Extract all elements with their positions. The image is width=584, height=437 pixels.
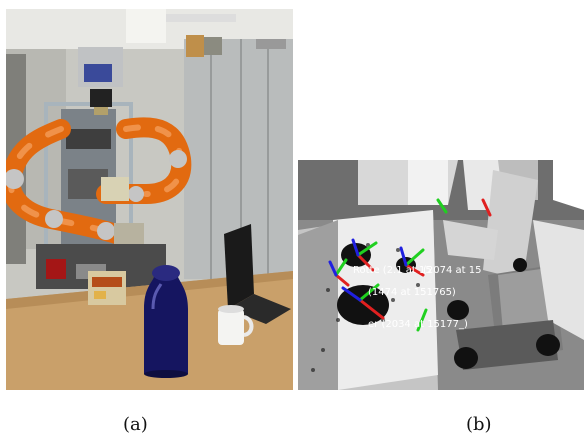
object-label-4: er (2034 at 15177_) bbox=[368, 319, 468, 330]
caption-b: (b) bbox=[466, 414, 492, 435]
robot-photo bbox=[6, 9, 293, 390]
object-label-3: (1474 at 151765) bbox=[368, 287, 456, 298]
robot-scene-illustration bbox=[6, 9, 293, 390]
visualization-render: (2074 at 15 Rotte (2.1 at 15 (1474 at 15… bbox=[298, 160, 584, 390]
object-label-2: Rotte (2.1 at 15 bbox=[353, 265, 432, 276]
pointcloud-visualization: (2074 at 15 Rotte (2.1 at 15 (1474 at 15… bbox=[298, 160, 584, 390]
object-label-1: (2074 at 15 bbox=[423, 265, 481, 276]
caption-a: (a) bbox=[123, 414, 148, 435]
